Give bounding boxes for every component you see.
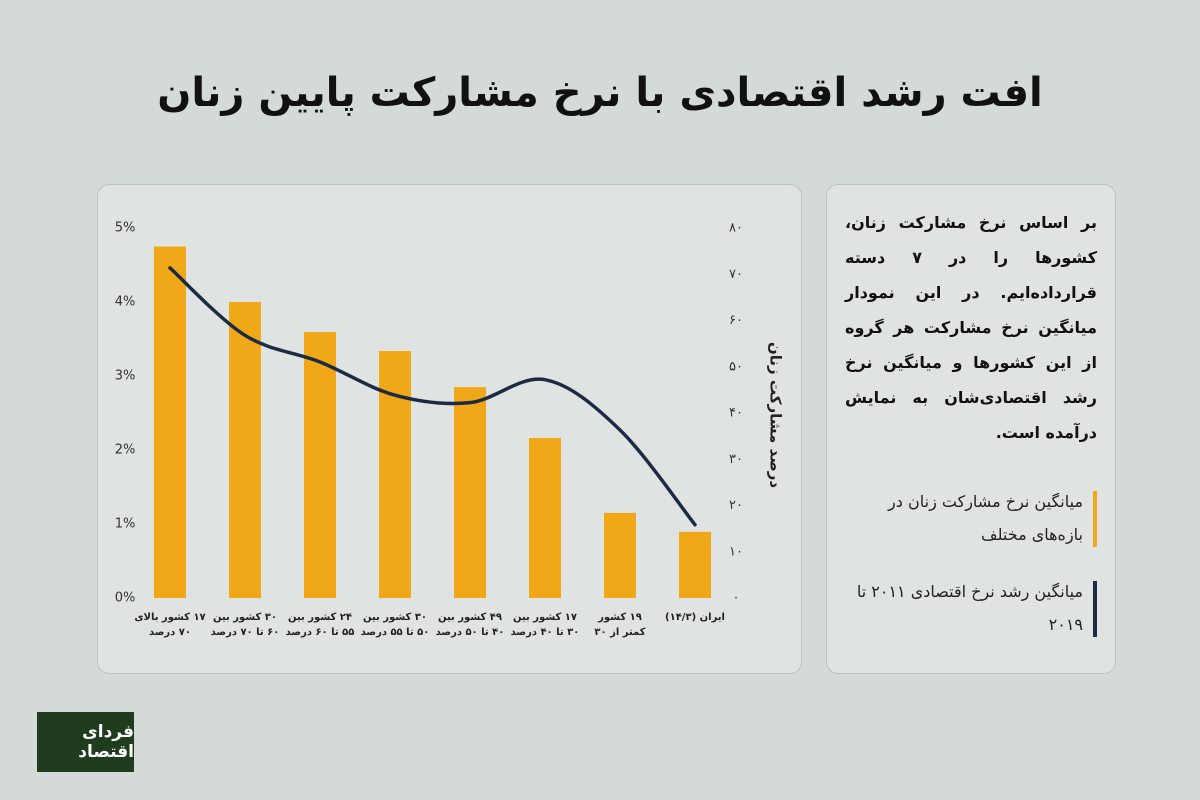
y2-tick-label: ۰ [733,591,740,606]
line [168,266,697,527]
description: بر اساس نرخ مشارکت زنان، کشورها را در ۷ … [845,213,1097,442]
y-tick-label: 1% [115,517,136,532]
y-tick-label: 5% [115,221,136,236]
legend-label: میانگین نرخ مشارکت زنان در بازه‌های مختل… [888,492,1083,544]
bar [304,332,336,598]
legend-label: میانگین رشد نرخ اقتصادی ۲۰۱۱ تا ۲۰۱۹ [856,582,1083,634]
y-tick-label: 2% [115,443,136,458]
bar [529,437,561,598]
y2-tick-label: ۱۰ [729,544,743,559]
legend-swatch [1093,491,1097,547]
y-tick-label: 0% [115,591,136,606]
text-panel [826,184,1116,674]
legend-item: میانگین رشد نرخ اقتصادی ۲۰۱۱ تا ۲۰۱۹ [845,575,1097,641]
y2-tick-label: ۴۰ [729,406,743,421]
legend-swatch [1093,581,1097,637]
x-tick-label: ۱۹ کشور کمتر از ۳۰ [594,612,646,638]
y2-tick-label: ۸۰ [729,221,743,236]
y2-tick-label: ۷۰ [729,267,743,282]
bar [604,512,636,598]
x-tick-label: ۳۰ کشور بین ۶۰ تا ۷۰ درصد [210,612,280,638]
y2-axis-label: درصد مشارکت زنان [767,342,785,488]
y-tick-label: 4% [115,295,136,310]
x-tick-label: ۱۷ کشور بین ۳۰ تا ۴۰ درصد [510,612,580,638]
brand-logo: فردای اقتصاد [37,712,134,772]
bar [679,531,711,598]
bar [229,302,261,598]
bar [454,387,486,598]
x-tick-label: ۱۷ کشور بالای ۷۰ درصد [134,612,206,638]
y2-tick-label: ۶۰ [729,313,743,328]
bar [379,351,411,598]
bar [154,246,186,598]
x-tick-label: ایران (۱۴/۳) [665,612,725,623]
y-tick-label: 3% [115,369,136,384]
x-tick-label: ۲۴ کشور بین ۵۵ تا ۶۰ درصد [285,612,355,638]
x-tick-label: ۴۹ کشور بین ۴۰ تا ۵۰ درصد [435,612,505,638]
legend-item: میانگین نرخ مشارکت زنان در بازه‌های مختل… [845,485,1097,551]
y2-tick-label: ۳۰ [729,452,743,467]
x-tick-label: ۳۰ کشور بین ۵۰ تا ۵۵ درصد [360,612,430,638]
y2-tick-label: ۵۰ [729,359,743,374]
y2-tick-label: ۲۰ [729,498,743,513]
chart-title: افت رشد اقتصادی با نرخ مشارکت پایین زنان [157,70,1043,116]
